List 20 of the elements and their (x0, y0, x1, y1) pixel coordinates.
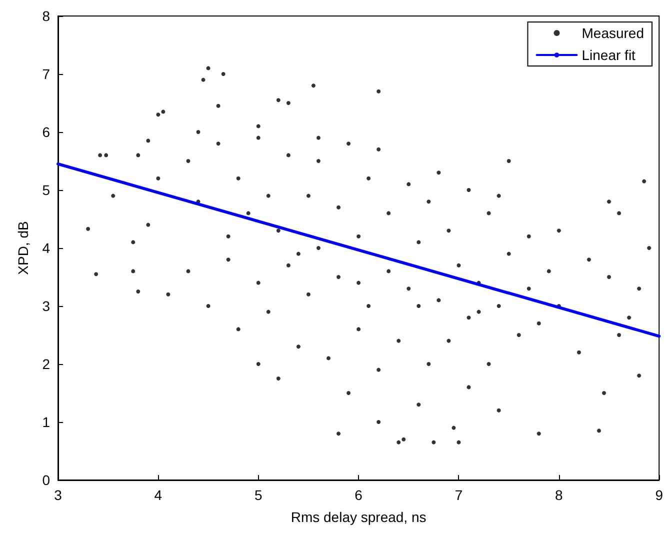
y-tick-label: 1 (42, 414, 50, 430)
legend-label: Linear fit (582, 47, 636, 63)
x-tick-label: 6 (354, 487, 363, 503)
y-tick-label: 6 (42, 124, 50, 140)
x-tick-label: 7 (454, 487, 463, 503)
x-tick-label: 3 (54, 487, 62, 503)
x-tick-label: 9 (655, 487, 664, 503)
y-tick-label: 0 (42, 472, 50, 488)
x-axis-title: Rms delay spread, ns (290, 509, 426, 525)
y-tick-label: 3 (42, 298, 50, 314)
y-tick-label: 4 (42, 240, 50, 256)
y-tick-label: 7 (42, 66, 50, 82)
x-tick-label: 8 (555, 487, 564, 503)
y-tick-label: 5 (42, 182, 50, 198)
y-tick-label: 2 (42, 356, 50, 372)
x-tick-label: 5 (254, 487, 262, 503)
legend-label: Measured (582, 25, 644, 41)
x-tick-label: 4 (154, 487, 162, 503)
y-axis-title: XPD, dB (15, 221, 31, 275)
y-tick-label: 8 (42, 8, 50, 24)
